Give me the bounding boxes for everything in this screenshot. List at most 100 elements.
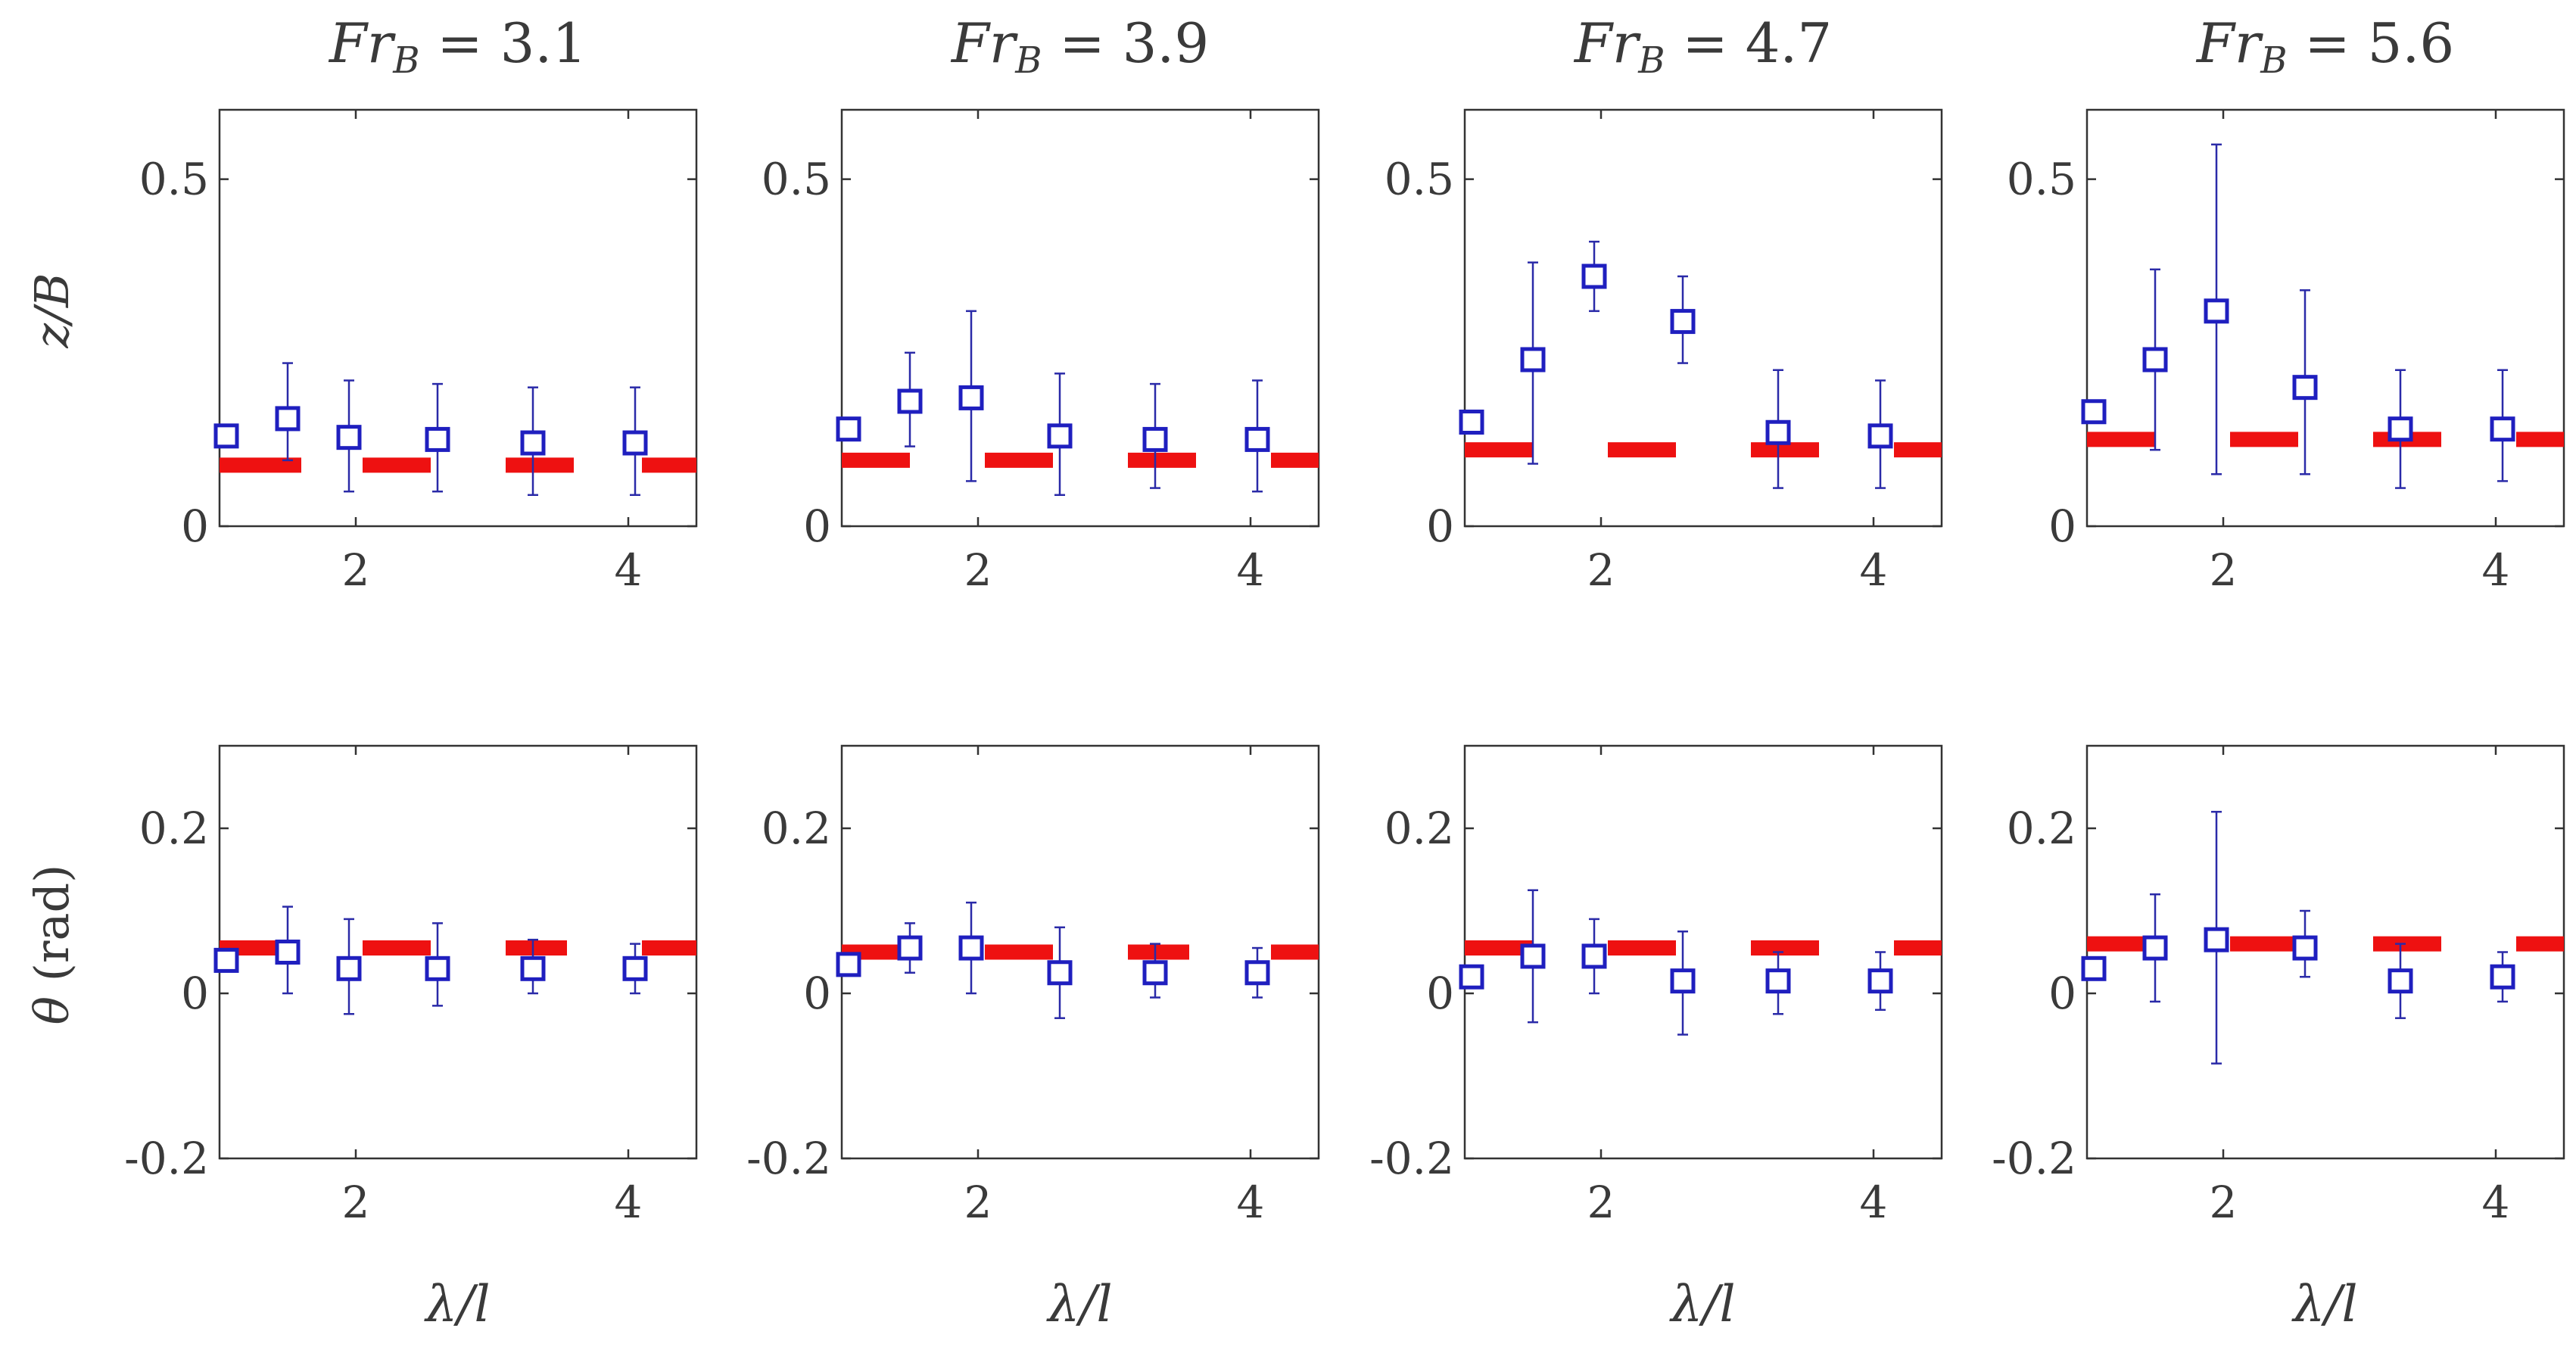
data-point — [2490, 964, 2515, 990]
y-tick-label: 0.5 — [2007, 154, 2076, 205]
title-var: Fr — [950, 11, 1018, 75]
x-tick-label: 4 — [1237, 1177, 1265, 1228]
title-value: = 3.1 — [420, 11, 587, 75]
title-value: = 5.6 — [2288, 11, 2455, 75]
x-tick-label: 2 — [2210, 544, 2238, 596]
data-point — [1867, 423, 1893, 449]
title-subscript: B — [392, 39, 419, 82]
data-point — [622, 430, 648, 456]
panel-theta-3: -0.2 0 0.2 2 4 λ/l — [1369, 744, 1943, 1333]
y-tick-label: -0.2 — [1992, 1133, 2076, 1184]
data-point — [836, 416, 861, 442]
y-tick-label: 0.2 — [762, 803, 831, 854]
x-axis-label: λ/l — [423, 1275, 490, 1333]
axes-frame — [2085, 744, 2565, 1160]
data-point — [1867, 968, 1893, 994]
data-point — [2081, 399, 2107, 425]
panel-theta-4: -0.2 0 0.2 2 4 λ/l — [1992, 744, 2565, 1333]
x-tick-label: 4 — [2482, 544, 2510, 596]
x-tick-label: 4 — [1860, 1177, 1888, 1228]
data-point — [520, 430, 546, 456]
data-point — [1459, 964, 1484, 990]
title-value: = 4.7 — [1665, 11, 1833, 75]
x-axis-label: λ/l — [1045, 1275, 1112, 1333]
y-tick-label: 0.2 — [139, 803, 209, 854]
column-title-4: FrB = 5.6 — [2195, 11, 2454, 82]
y-tick-label: 0 — [2048, 968, 2076, 1019]
x-tick-label: 2 — [964, 1177, 992, 1228]
y-axis-label-z: z/B — [24, 273, 79, 348]
data-point — [1520, 347, 1546, 373]
data-point — [520, 956, 546, 981]
data-point — [897, 935, 923, 961]
data-point — [1520, 943, 1546, 969]
data-point — [1142, 960, 1168, 986]
x-tick-label: 4 — [615, 544, 643, 596]
y-tick-label: 0.2 — [2007, 803, 2076, 854]
data-point — [1765, 968, 1791, 994]
y-label-rest: /B — [24, 273, 79, 326]
data-point — [1670, 968, 1696, 994]
y-label-var: θ — [24, 996, 79, 1024]
panel-z-3: 0 0.5 2 4 — [1385, 108, 1943, 596]
x-tick-label: 4 — [615, 1177, 643, 1228]
data-point — [1670, 309, 1696, 335]
column-title-3: FrB = 4.7 — [1573, 11, 1832, 82]
title-var: Fr — [328, 11, 396, 75]
data-point — [2204, 298, 2229, 324]
data-point — [1459, 410, 1484, 435]
data-point — [1047, 960, 1073, 986]
title-subscript: B — [2260, 39, 2287, 82]
y-tick-label: 0 — [1426, 968, 1454, 1019]
x-axis-label: λ/l — [1668, 1275, 1735, 1333]
data-point — [2142, 347, 2168, 373]
data-point — [958, 935, 984, 961]
column-title-1: FrB = 3.1 — [328, 11, 587, 82]
x-tick-label: 2 — [342, 544, 370, 596]
data-point — [2490, 416, 2515, 442]
x-tick-label: 2 — [2210, 1177, 2238, 1228]
y-tick-label: 0 — [1426, 500, 1454, 552]
data-point — [213, 947, 239, 973]
data-point — [2292, 375, 2318, 401]
data-point — [1581, 263, 1607, 289]
data-point — [275, 940, 301, 965]
panel-theta-2: -0.2 0 0.2 2 4 λ/l — [746, 744, 1320, 1333]
y-tick-label: -0.2 — [746, 1133, 831, 1184]
y-tick-label: 0 — [2048, 500, 2076, 552]
x-tick-label: 2 — [342, 1177, 370, 1228]
data-point — [1047, 423, 1073, 449]
axes-frame — [2085, 108, 2565, 528]
data-point — [213, 423, 239, 449]
y-tick-label: 0 — [181, 968, 209, 1019]
data-point — [425, 956, 450, 981]
data-point — [2388, 968, 2413, 994]
y-tick-label: 0.5 — [762, 154, 831, 205]
title-var: Fr — [2195, 11, 2263, 75]
y-tick-label: 0.5 — [139, 154, 209, 205]
data-point — [2292, 935, 2318, 961]
column-title-2: FrB = 3.9 — [950, 11, 1209, 82]
data-point — [1244, 960, 1270, 986]
data-point — [2081, 956, 2107, 981]
axes-frame — [840, 108, 1320, 528]
title-value: = 3.9 — [1042, 11, 1210, 75]
y-tick-label: 0.5 — [1385, 154, 1454, 205]
panel-z-4: 0 0.5 2 4 — [2007, 108, 2565, 596]
panel-z-2: 0 0.5 2 4 — [762, 108, 1320, 596]
data-point — [958, 385, 984, 410]
x-tick-label: 2 — [1587, 544, 1615, 596]
data-point — [336, 425, 362, 450]
panel-z-1: 0 0.5 2 4 — [139, 108, 698, 596]
y-label-rest: (rad) — [24, 865, 79, 996]
title-subscript: B — [1637, 39, 1665, 82]
x-tick-label: 2 — [1587, 1177, 1615, 1228]
data-point — [897, 388, 923, 414]
axes-frame — [218, 108, 698, 528]
axes-frame — [1463, 108, 1943, 528]
x-tick-label: 4 — [1237, 544, 1265, 596]
data-point — [1581, 943, 1607, 969]
y-tick-label: 0 — [803, 500, 831, 552]
x-tick-label: 4 — [1860, 544, 1888, 596]
data-point — [2388, 416, 2413, 442]
